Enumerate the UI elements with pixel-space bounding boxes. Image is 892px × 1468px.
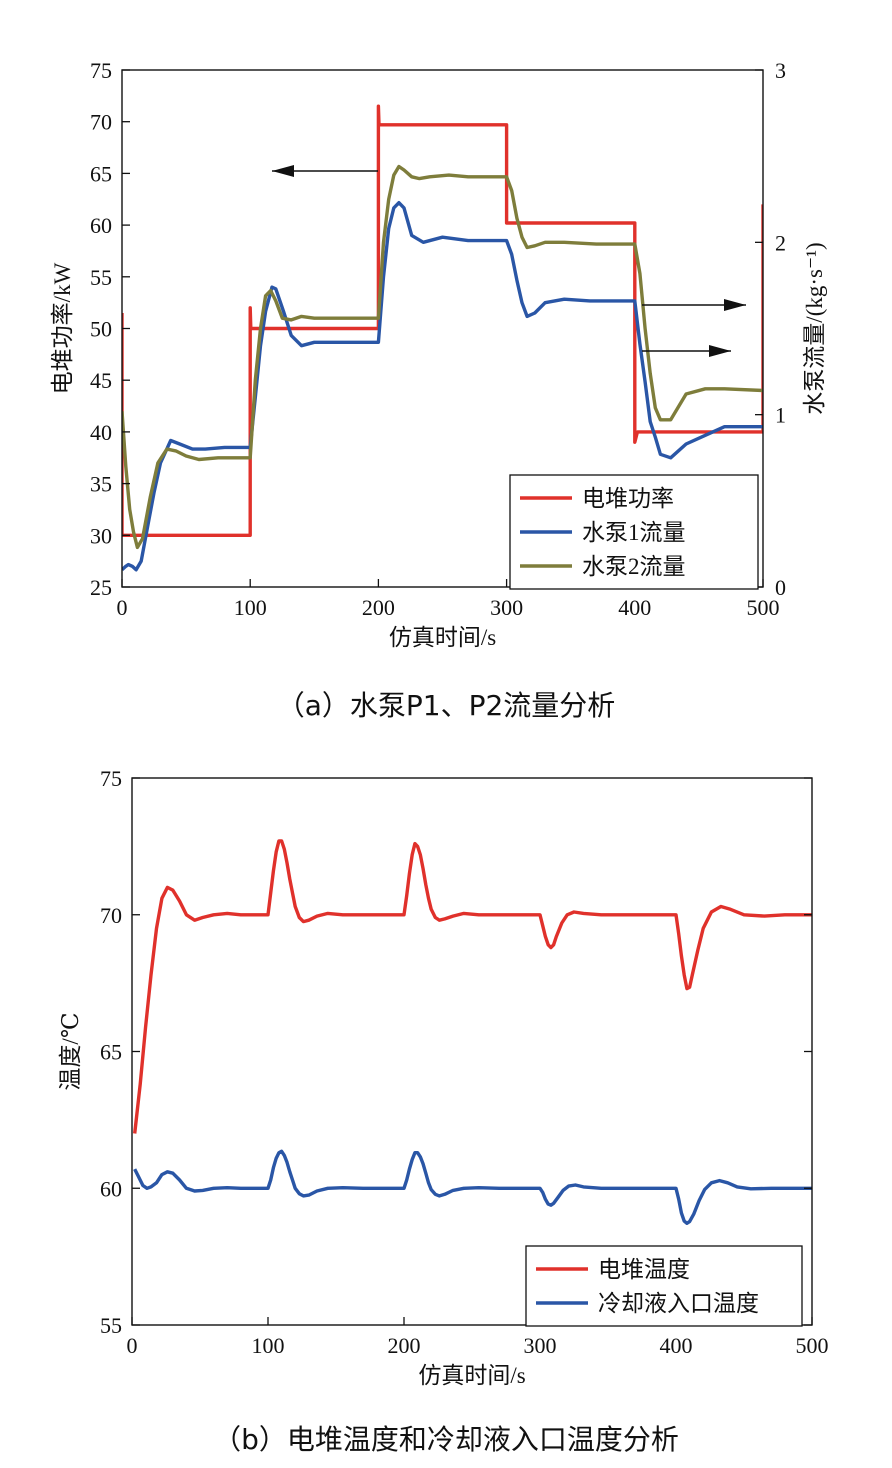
x-tick-label: 500 xyxy=(747,595,780,620)
x-tick-label: 0 xyxy=(127,1333,138,1358)
x-tick-label: 400 xyxy=(618,595,651,620)
y-tick-label: 40 xyxy=(90,420,112,445)
series-line-1 xyxy=(122,104,763,537)
y-tick-label: 35 xyxy=(90,472,112,497)
series-line-2 xyxy=(133,1149,812,1225)
caption-a: （a）水泵P1、P2流量分析 xyxy=(276,689,616,722)
x-tick-label: 100 xyxy=(234,595,267,620)
chart-1: 0 100 200 300 400 500 25 30 35 40 45 50 55 60 65 70 75 0 1… xyxy=(50,58,827,650)
annotation-arrow-head xyxy=(709,345,731,357)
x-tick-label: 200 xyxy=(362,595,395,620)
y-tick-label: 55 xyxy=(100,1313,122,1338)
y-tick-label: 75 xyxy=(100,766,122,791)
y-tick-label: 65 xyxy=(90,161,112,186)
x-tick-label: 300 xyxy=(524,1333,557,1358)
chart-2: 0 100 200 300 400 500 55 60 65 70 75 仿真时间/s 温度/℃ 电堆温度… xyxy=(58,766,829,1388)
legend-label: 水泵1流量 xyxy=(582,520,686,545)
y-tick-label: 55 xyxy=(90,265,112,290)
annotation-arrow-head xyxy=(724,299,746,311)
x-tick-label: 300 xyxy=(490,595,523,620)
x-tick-label: 500 xyxy=(796,1333,829,1358)
x-axis-label: 仿真时间/s xyxy=(418,1363,525,1388)
y-tick-label: 70 xyxy=(100,903,122,928)
y-tick-label: 60 xyxy=(90,213,112,238)
annotation-arrow-head xyxy=(272,165,294,177)
legend-label: 冷却液入口温度 xyxy=(598,1291,759,1316)
right-y-tick-label: 0 xyxy=(775,575,786,600)
y-tick-label: 65 xyxy=(100,1040,122,1065)
x-axis-label: 仿真时间/s xyxy=(389,625,496,650)
legend-box xyxy=(509,474,759,590)
y-tick-label: 50 xyxy=(90,317,112,342)
x-tick-label: 100 xyxy=(252,1333,285,1358)
y-axis-label: 电堆功率/kW xyxy=(50,262,75,394)
plot-frame xyxy=(131,777,813,1326)
right-y-tick-label: 1 xyxy=(775,403,786,428)
y-tick-label: 45 xyxy=(90,368,112,393)
y-tick-label: 25 xyxy=(90,575,112,600)
x-tick-label: 200 xyxy=(388,1333,421,1358)
x-tick-label: 400 xyxy=(660,1333,693,1358)
right-y-tick-label: 3 xyxy=(775,58,786,83)
y-tick-label: 30 xyxy=(90,523,112,548)
series-line-3 xyxy=(122,164,763,550)
y-tick-label: 70 xyxy=(90,110,112,135)
y-tick-label: 60 xyxy=(100,1176,122,1201)
legend-label: 电堆温度 xyxy=(598,1257,690,1282)
legend-label: 电堆功率 xyxy=(582,486,674,511)
right-y-tick-label: 2 xyxy=(775,230,786,255)
right-y-axis-label: 水泵流量/(kg·s⁻¹) xyxy=(802,242,827,414)
legend-box xyxy=(525,1245,803,1327)
x-tick-label: 0 xyxy=(117,595,128,620)
series-line-2 xyxy=(122,201,763,572)
series-line-1 xyxy=(133,839,812,1134)
y-axis-label: 温度/℃ xyxy=(58,1012,83,1090)
y-tick-label: 75 xyxy=(90,58,112,83)
caption-b: （b）电堆温度和冷却液入口温度分析 xyxy=(213,1423,679,1456)
legend-label: 水泵2流量 xyxy=(582,554,686,579)
